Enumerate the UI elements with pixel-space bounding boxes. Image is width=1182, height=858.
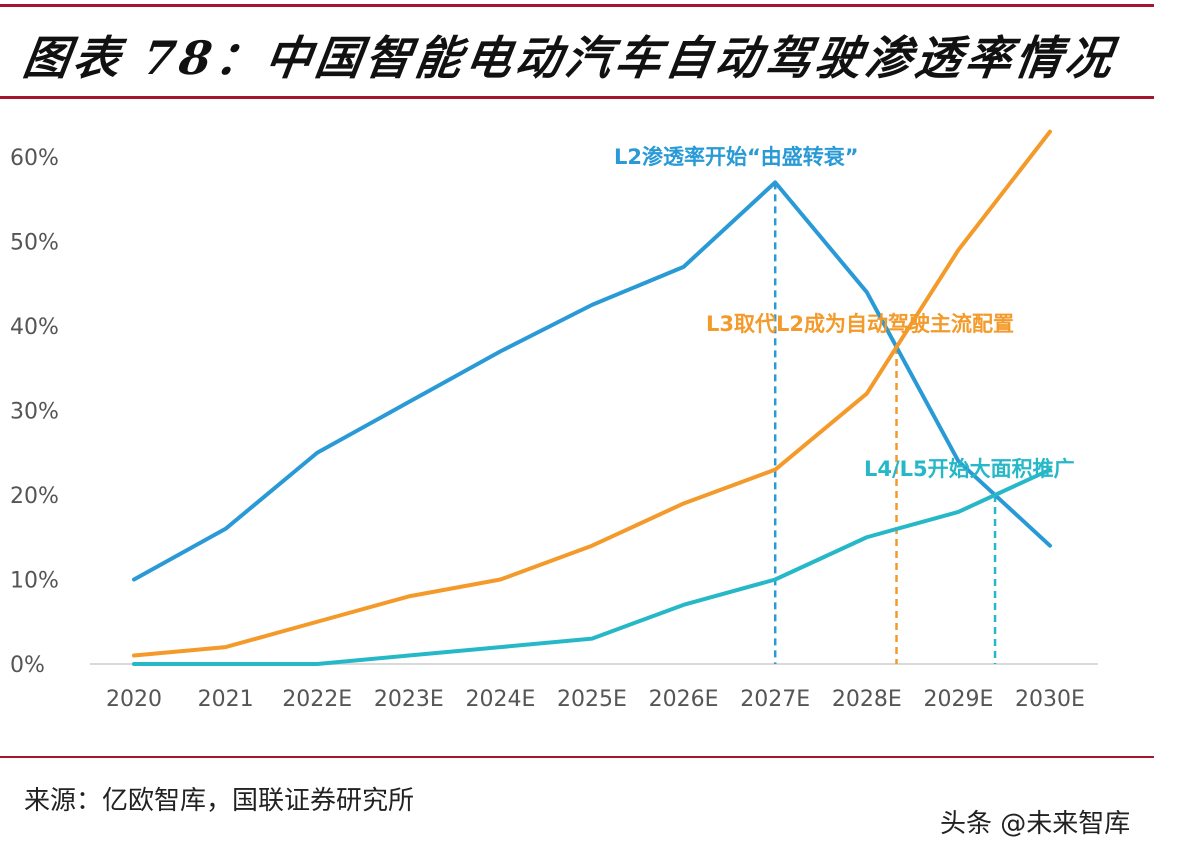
bottom-rule	[0, 756, 1154, 758]
watermark: 头条 @未来智库	[940, 809, 1131, 839]
x-tick-label: 2022E	[282, 687, 352, 712]
x-tick-label: 2024E	[465, 687, 535, 712]
x-tick-label: 2026E	[649, 687, 719, 712]
top-rule	[0, 4, 1154, 7]
line-chart: 0% 10% 20% 30% 40% 50% 60% 2020 2021 2022E 2023E 20…	[10, 129, 1098, 712]
source-note: 来源：亿欧智库，国联证券研究所	[24, 786, 415, 816]
x-tick-label: 2027E	[740, 687, 810, 712]
y-tick-label: 0%	[10, 653, 45, 678]
x-tick-label: 2028E	[832, 687, 902, 712]
series-line-0	[132, 180, 1052, 582]
x-tick-label: 2030E	[1015, 687, 1085, 712]
annotation-label: L2渗透率开始“由盛转衰”	[614, 145, 859, 169]
x-tick-label: 2029E	[923, 687, 993, 712]
x-tick-label: 2025E	[557, 687, 627, 712]
y-tick-label: 40%	[10, 315, 59, 340]
y-tick-label: 20%	[10, 484, 59, 509]
x-tick-label: 2023E	[374, 687, 444, 712]
y-tick-label: 60%	[10, 146, 59, 171]
x-tick-label: 2021	[198, 687, 254, 712]
title-rule	[0, 96, 1154, 99]
x-tick-label: 2020	[106, 687, 162, 712]
series-line-1	[132, 129, 1052, 658]
y-tick-label: 50%	[10, 231, 59, 256]
annotation-label: L3取代L2成为自动驾驶主流配置	[706, 312, 1014, 336]
y-tick-label: 30%	[10, 400, 59, 425]
annotation-label: L4/L5开始大面积推广	[864, 457, 1075, 481]
y-tick-label: 10%	[10, 569, 59, 594]
